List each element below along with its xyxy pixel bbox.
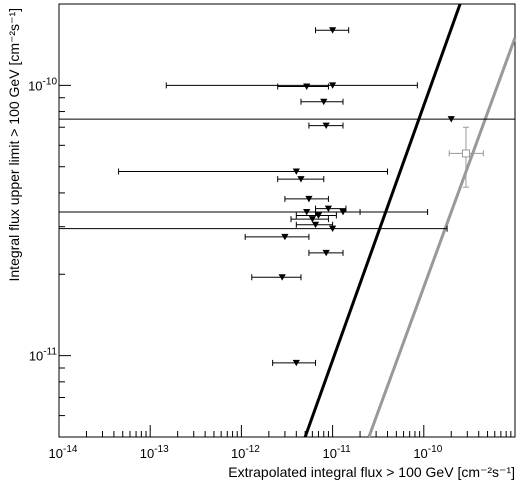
upper-limit-marker [292,168,300,175]
upper-limit-marker [329,27,337,34]
data-markers [278,27,470,367]
upper-limit-marker [297,176,305,183]
x-axis-title: Extrapolated integral flux > 100 GeV [cm… [228,464,515,480]
upper-limit-marker [281,233,289,241]
y-tick-label: 10-11 [29,347,58,364]
upper-limit-marker [303,208,311,216]
upper-limit-marker [303,83,311,90]
plot-frame [58,3,516,438]
upper-limit-marker [314,212,323,219]
x-tick-label: 10-14 [49,444,78,461]
upper-limit-marker [320,98,328,106]
reference-line-1 [303,3,462,438]
measurement-marker [461,149,470,158]
y-axis-title: Integral flux upper limit > 100 GeV [cm⁻… [6,8,22,282]
error-bars [59,27,515,366]
tick-labels: 10-14 10-13 10-12 10-11 10-10 10-11 10-10 [28,76,443,461]
upper-limit-marker [322,122,330,129]
upper-limit-marker [308,216,316,223]
upper-limit-marker [324,205,333,212]
upper-limit-marker [329,82,337,89]
reference-line-2 [367,37,517,438]
upper-limit-marker [322,249,330,257]
x-tick-label: 10-13 [140,444,169,461]
upper-limit-marker [311,221,320,229]
upper-limit-marker [292,359,300,367]
upper-limit-marker [305,195,313,203]
y-tick-label: 10-10 [28,76,57,93]
reference-lines [303,3,517,438]
axis-ticks [58,3,516,438]
upper-limit-marker [339,208,347,216]
x-tick-label: 10-11 [323,444,352,461]
upper-limit-marker [447,116,455,123]
x-tick-label: 10-10 [413,444,442,461]
upper-limit-marker [278,274,286,281]
upper-limit-marker [329,225,337,233]
x-tick-label: 10-12 [231,444,260,461]
